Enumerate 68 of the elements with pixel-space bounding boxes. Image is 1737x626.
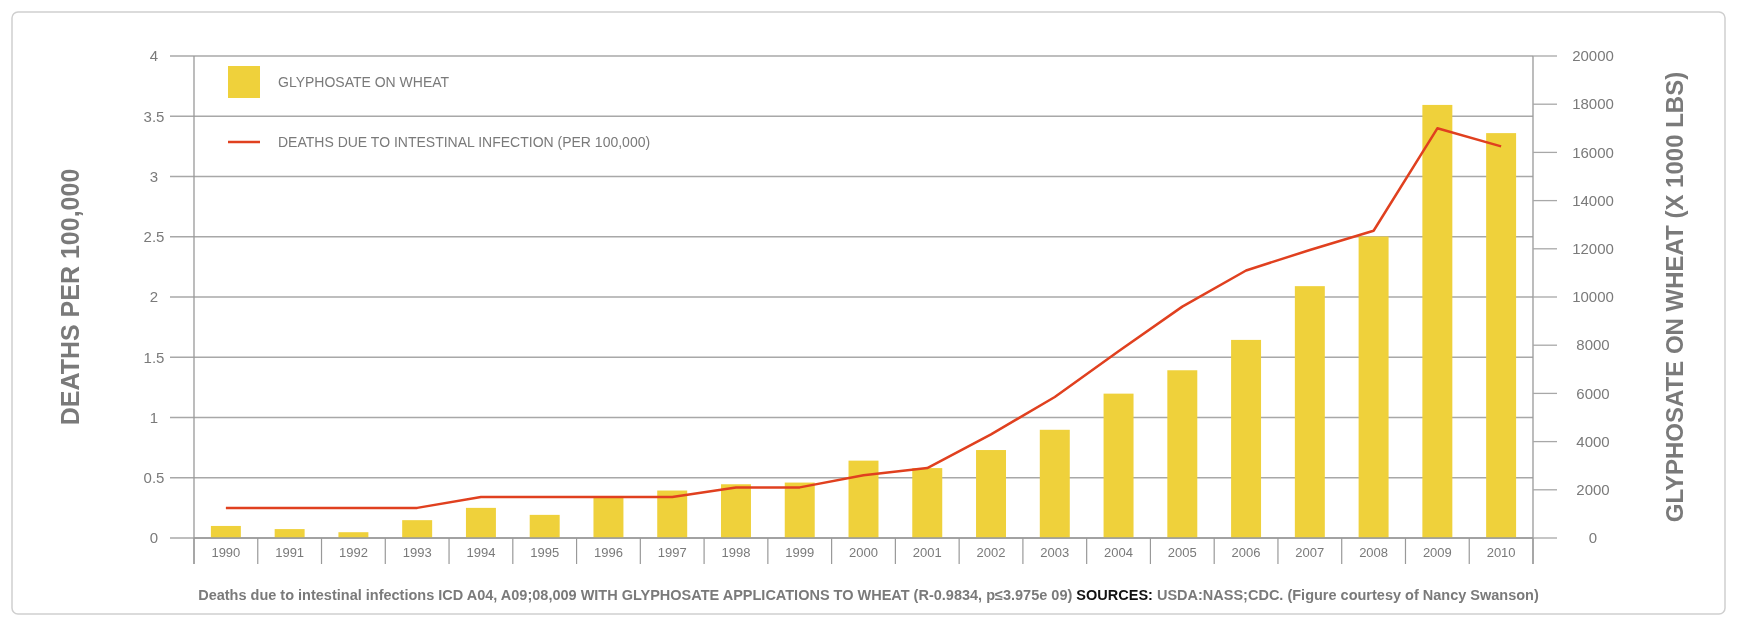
x-tick-label: 1996 [593, 545, 623, 560]
y2-tick-label: 4000 [1576, 432, 1610, 450]
y2-tick-label: 12000 [1572, 240, 1614, 258]
y2-tick-label: 14000 [1572, 191, 1614, 209]
source-note: SOURCES: USDA:NASS;CDC. (Figure courtesy of Nancy Swanson) [1072, 587, 1539, 603]
y-tick-label: 0 [149, 529, 159, 547]
y2-tick-label: 10000 [1572, 288, 1614, 306]
x-tick-label: 2000 [849, 545, 878, 560]
y-tick-label: 0.5 [143, 469, 165, 486]
x-tick-label: 1993 [402, 545, 432, 560]
bar [657, 490, 688, 538]
x-tick-label: 1992 [338, 545, 368, 560]
legend-label: DEATHS DUE TO INTESTINAL INFECTION (PER 100,000) [278, 133, 651, 150]
bar [976, 450, 1007, 538]
bar [1294, 286, 1325, 538]
x-tick-label: 1994 [466, 545, 496, 560]
x-tick-label: 1995 [530, 545, 560, 560]
bar [210, 525, 241, 538]
y-axis-title: DEATHS PER 100,000 [55, 168, 84, 426]
bar [593, 497, 624, 538]
y-tick-label: 3 [149, 167, 159, 185]
bar [274, 529, 305, 538]
text: Deaths due to intestinal infections ICD A04, A09;08,009 WITH GLYPHOSATE APPLICATIONS TO WHEAT (R-0.9834, p≤3.975e 09) [198, 587, 1073, 603]
x-tick-label: 2004 [1104, 545, 1134, 560]
y2-tick-label: 18000 [1572, 95, 1614, 113]
y2-tick-label: 20000 [1572, 47, 1614, 65]
bar [1039, 429, 1070, 538]
x-tick-label: 1991 [275, 545, 305, 560]
x-tick-label: 2003 [1040, 545, 1070, 560]
x-tick-label: 1997 [657, 545, 687, 560]
y-tick-label: 2.5 [143, 228, 165, 245]
y2-axis-title: GLYPHOSATE ON WHEAT (X 1000 LBS) [1661, 71, 1689, 523]
x-tick-label: 2007 [1295, 545, 1325, 560]
bar [1103, 393, 1134, 538]
bar [465, 507, 496, 538]
x-tick-label: 2009 [1422, 545, 1452, 560]
x-tick-label: 2008 [1359, 545, 1389, 560]
bar [1231, 339, 1262, 538]
bar [1486, 133, 1517, 538]
x-tick-label: 1990 [211, 545, 241, 560]
y-tick-label: 1 [149, 408, 159, 426]
y-tick-label: 3.5 [143, 107, 165, 125]
bar [1422, 104, 1453, 538]
bar [529, 514, 560, 538]
x-tick-label: 2002 [976, 545, 1006, 560]
y2-tick-label: 6000 [1576, 384, 1610, 402]
y2-tick-label: 0 [1588, 529, 1598, 547]
bar [1358, 236, 1389, 538]
y-tick-label: 2 [149, 288, 159, 306]
x-tick-label: 2010 [1486, 545, 1516, 560]
y2-tick-label: 2000 [1576, 481, 1610, 499]
y2-tick-label: 16000 [1572, 143, 1614, 161]
y2-tick-label: 8000 [1576, 336, 1610, 354]
bar [848, 460, 879, 538]
x-tick-label: 2001 [912, 545, 942, 560]
bar [912, 468, 943, 538]
bar [784, 482, 815, 538]
legend-label: GLYPHOSATE ON WHEAT [278, 73, 450, 90]
x-tick-label: 2005 [1167, 545, 1197, 560]
line-series [224, 127, 1503, 510]
y-tick-label: 1.5 [143, 348, 165, 366]
bar [402, 520, 433, 538]
y-tick-label: 4 [149, 47, 159, 65]
x-tick-label: 1998 [721, 545, 751, 560]
x-tick-label: 2006 [1231, 545, 1261, 560]
bar [720, 484, 751, 538]
bar [1167, 370, 1198, 538]
x-tick-label: 1999 [785, 545, 815, 560]
